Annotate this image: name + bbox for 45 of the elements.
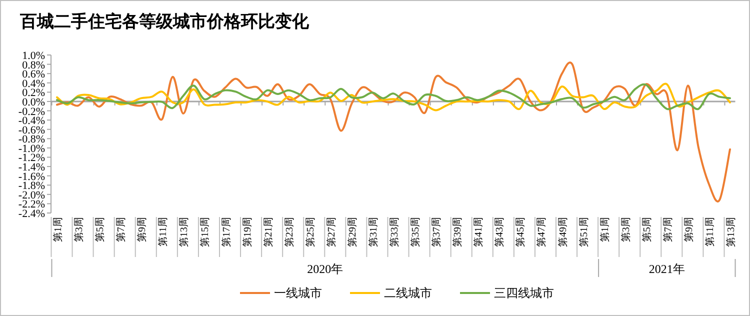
x-tick-label: 第47周: [536, 217, 548, 247]
y-tick-label: -2.4%: [18, 208, 45, 220]
x-tick-label: 第33周: [388, 217, 400, 247]
x-tick-label: 第7周: [115, 217, 128, 242]
x-tick-label: 第45周: [514, 217, 527, 247]
x-tick-label: 第9周: [682, 217, 695, 242]
x-tick-label: 第21周: [262, 217, 274, 247]
x-tick-label: 第3周: [73, 217, 86, 242]
x-tick-label: 第15周: [199, 217, 212, 247]
text: 2021年: [648, 262, 685, 276]
x-tick-label: 第39周: [452, 217, 464, 247]
legend-label: 二线城市: [384, 286, 432, 300]
y-tick-label: -2.2%: [18, 198, 45, 211]
x-tick-label: 第35周: [410, 217, 422, 247]
x-tick-label: 第43周: [494, 217, 506, 247]
legend-label: 三四线城市: [494, 286, 554, 300]
x-tick-label: 第1周: [52, 217, 64, 242]
x-tick-label: 第37周: [430, 217, 443, 247]
x-tick-label: 第25周: [304, 217, 316, 247]
y-tick-label: -1.2%: [18, 152, 45, 164]
x-tick-label: 第11周: [157, 217, 170, 247]
x-tick-label: 第17周: [220, 217, 232, 247]
x-tick-label: 第29周: [346, 217, 358, 247]
x-tick-label: 第1周: [598, 217, 611, 242]
x-tick-label: 第19周: [241, 217, 254, 247]
chart-title: 百城二手住宅各等级城市价格环比变化: [19, 12, 310, 31]
x-tick-label: 第49周: [556, 217, 569, 247]
x-tick-label: 第31周: [367, 217, 380, 247]
x-tick-label: 第5周: [640, 217, 653, 242]
x-tick-label: 第13周: [178, 217, 190, 247]
x-tick-label: 第13周: [725, 217, 737, 247]
x-tick-label: 第7周: [662, 217, 674, 242]
x-tick-label: 第51周: [578, 217, 590, 247]
y-tick-label: 1.0%: [22, 50, 45, 62]
y-tick-label: 0.8%: [22, 59, 45, 72]
x-tick-label: 第9周: [136, 217, 148, 242]
x-tick-label: 第41周: [472, 217, 485, 247]
text: 2020年: [307, 262, 344, 276]
y-tick-label: -0.2%: [18, 106, 45, 118]
x-tick-label: 第27周: [325, 217, 338, 247]
legend-label: 一线城市: [274, 286, 322, 300]
x-tick-label: 第11周: [704, 217, 716, 247]
x-tick-label: 第3周: [620, 217, 632, 242]
x-tick-label: 第23周: [283, 217, 296, 247]
x-tick-label: 第5周: [94, 217, 106, 242]
